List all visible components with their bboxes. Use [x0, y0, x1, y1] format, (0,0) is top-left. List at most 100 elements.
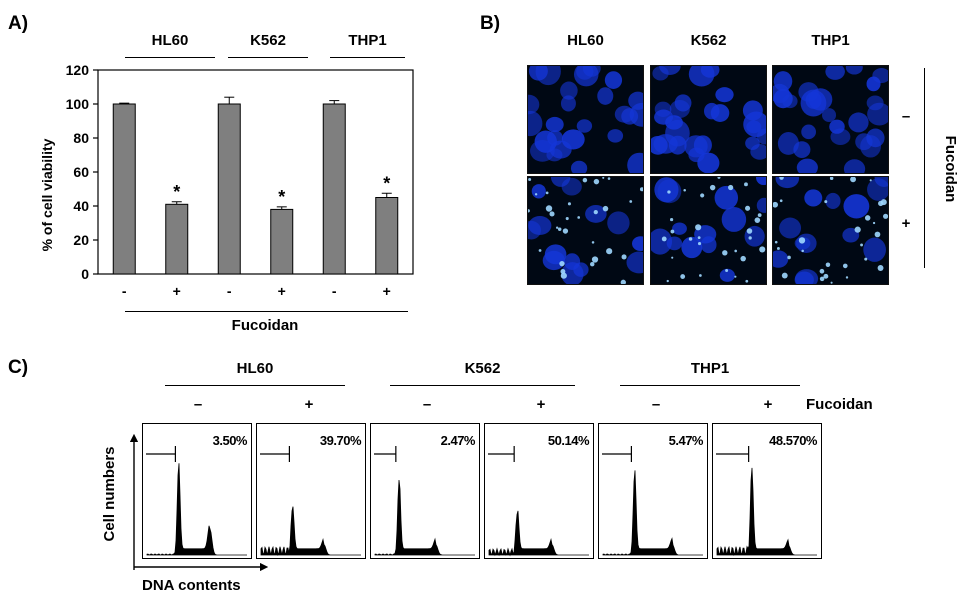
nucleus	[561, 177, 582, 196]
nucleus	[665, 119, 690, 147]
apoptotic-body	[629, 200, 633, 203]
apoptotic-body	[602, 205, 609, 212]
nucleus	[546, 148, 563, 162]
nucleus	[808, 88, 833, 111]
nucleus	[652, 66, 669, 81]
dna-histogram	[374, 479, 475, 556]
apoptotic-body	[725, 269, 729, 272]
dna-histogram	[716, 467, 817, 557]
apoptotic-body	[823, 273, 829, 279]
apoptotic-body	[545, 205, 553, 212]
apoptotic-body	[819, 276, 825, 282]
apoptotic-body	[667, 190, 671, 194]
x-tick-label: +	[383, 283, 391, 299]
nucleus	[866, 95, 884, 111]
bar	[112, 103, 136, 275]
nucleus	[843, 194, 870, 219]
apoptotic-body	[774, 240, 778, 244]
nucleus	[775, 177, 800, 189]
bar	[217, 103, 241, 275]
panel-b-header-k562: K562	[690, 32, 727, 49]
nucleus	[830, 128, 851, 145]
panel-c-sign-k562-treated: +	[536, 396, 546, 413]
nucleus	[597, 87, 614, 105]
apoptotic-body	[680, 274, 686, 279]
micrograph-image	[528, 66, 643, 173]
apoptotic-body	[593, 178, 600, 185]
apoptotic-body	[671, 256, 674, 259]
apoptotic-body	[557, 227, 562, 232]
panel-c-sign-thp1-treated: +	[763, 396, 773, 413]
nucleus	[627, 152, 643, 173]
panel-b-label: B)	[480, 13, 501, 34]
nucleus	[719, 268, 735, 282]
nucleus	[576, 119, 593, 133]
apoptosis-percent: 39.70%	[319, 433, 362, 448]
dna-histogram	[488, 510, 589, 557]
apoptotic-body	[773, 201, 779, 208]
nucleus	[561, 129, 585, 150]
nucleus	[672, 222, 687, 235]
panel-a-header-thp1: THP1	[348, 32, 387, 49]
nucleus	[560, 81, 578, 100]
apoptotic-body	[842, 263, 848, 269]
nucleus	[825, 66, 845, 80]
micrograph-k562-treated	[650, 176, 767, 285]
apoptotic-body	[661, 236, 667, 242]
apoptotic-body	[545, 191, 549, 195]
apoptotic-body	[567, 202, 571, 206]
apoptotic-body	[717, 177, 721, 179]
apoptotic-body	[666, 279, 669, 283]
panel-b-header-thp1: THP1	[811, 32, 850, 49]
panel-b-row-untreated-sign: –	[901, 108, 911, 125]
nucleus	[874, 177, 888, 187]
apoptotic-body	[591, 256, 599, 263]
apoptotic-body	[776, 246, 780, 250]
viability-bar-chart: % of cell viability 0 20 40 60 80 100 120 - * + - *…	[39, 62, 414, 299]
panel-c-sign-thp1-untreated: –	[651, 396, 661, 413]
nucleus	[564, 253, 581, 270]
apoptosis-percent: 3.50%	[212, 433, 248, 448]
nucleus	[632, 236, 643, 252]
nucleus	[604, 71, 623, 89]
apoptotic-body	[829, 177, 834, 180]
histogram-plot	[146, 446, 247, 556]
apoptotic-body	[872, 221, 876, 225]
nucleus	[570, 160, 588, 173]
micrograph-thp1-untreated	[772, 65, 889, 174]
significance-star: *	[278, 187, 285, 207]
nucleus	[607, 129, 624, 143]
apoptotic-body	[819, 268, 825, 274]
panel-c-header-hl60: HL60	[236, 360, 274, 377]
apoptotic-body	[538, 249, 542, 252]
panel-a-fucoidan-label: Fucoidan	[231, 317, 299, 334]
apoptotic-body	[621, 254, 627, 260]
nucleus	[756, 197, 766, 213]
nucleus	[843, 159, 866, 173]
histogram-thp1-untreated: 5.47%	[598, 423, 708, 559]
nucleus	[534, 130, 557, 153]
apoptotic-body	[798, 237, 806, 244]
x-tick-label: -	[122, 283, 127, 299]
apoptotic-body	[722, 250, 728, 256]
apoptotic-body	[781, 272, 788, 279]
panel-c-sign-k562-untreated: –	[422, 396, 432, 413]
apoptotic-body	[745, 279, 749, 283]
micrograph-image	[528, 177, 643, 284]
nucleus	[793, 141, 811, 159]
nucleus	[750, 144, 766, 160]
apoptotic-body	[754, 217, 761, 223]
apoptotic-body	[606, 248, 613, 255]
apoptosis-percent: 5.47%	[668, 433, 704, 448]
bar	[322, 103, 346, 275]
nucleus	[544, 244, 567, 265]
panel-b-header-hl60: HL60	[567, 32, 604, 49]
apoptotic-body	[670, 217, 674, 222]
panel-c-sign-hl60-untreated: –	[193, 396, 203, 413]
y-tick-label: 20	[73, 232, 89, 248]
nucleus	[629, 102, 643, 127]
apoptotic-body	[869, 179, 872, 182]
panel-c-header-line-hl60	[165, 385, 345, 386]
bar	[375, 197, 399, 275]
nucleus	[626, 251, 643, 274]
